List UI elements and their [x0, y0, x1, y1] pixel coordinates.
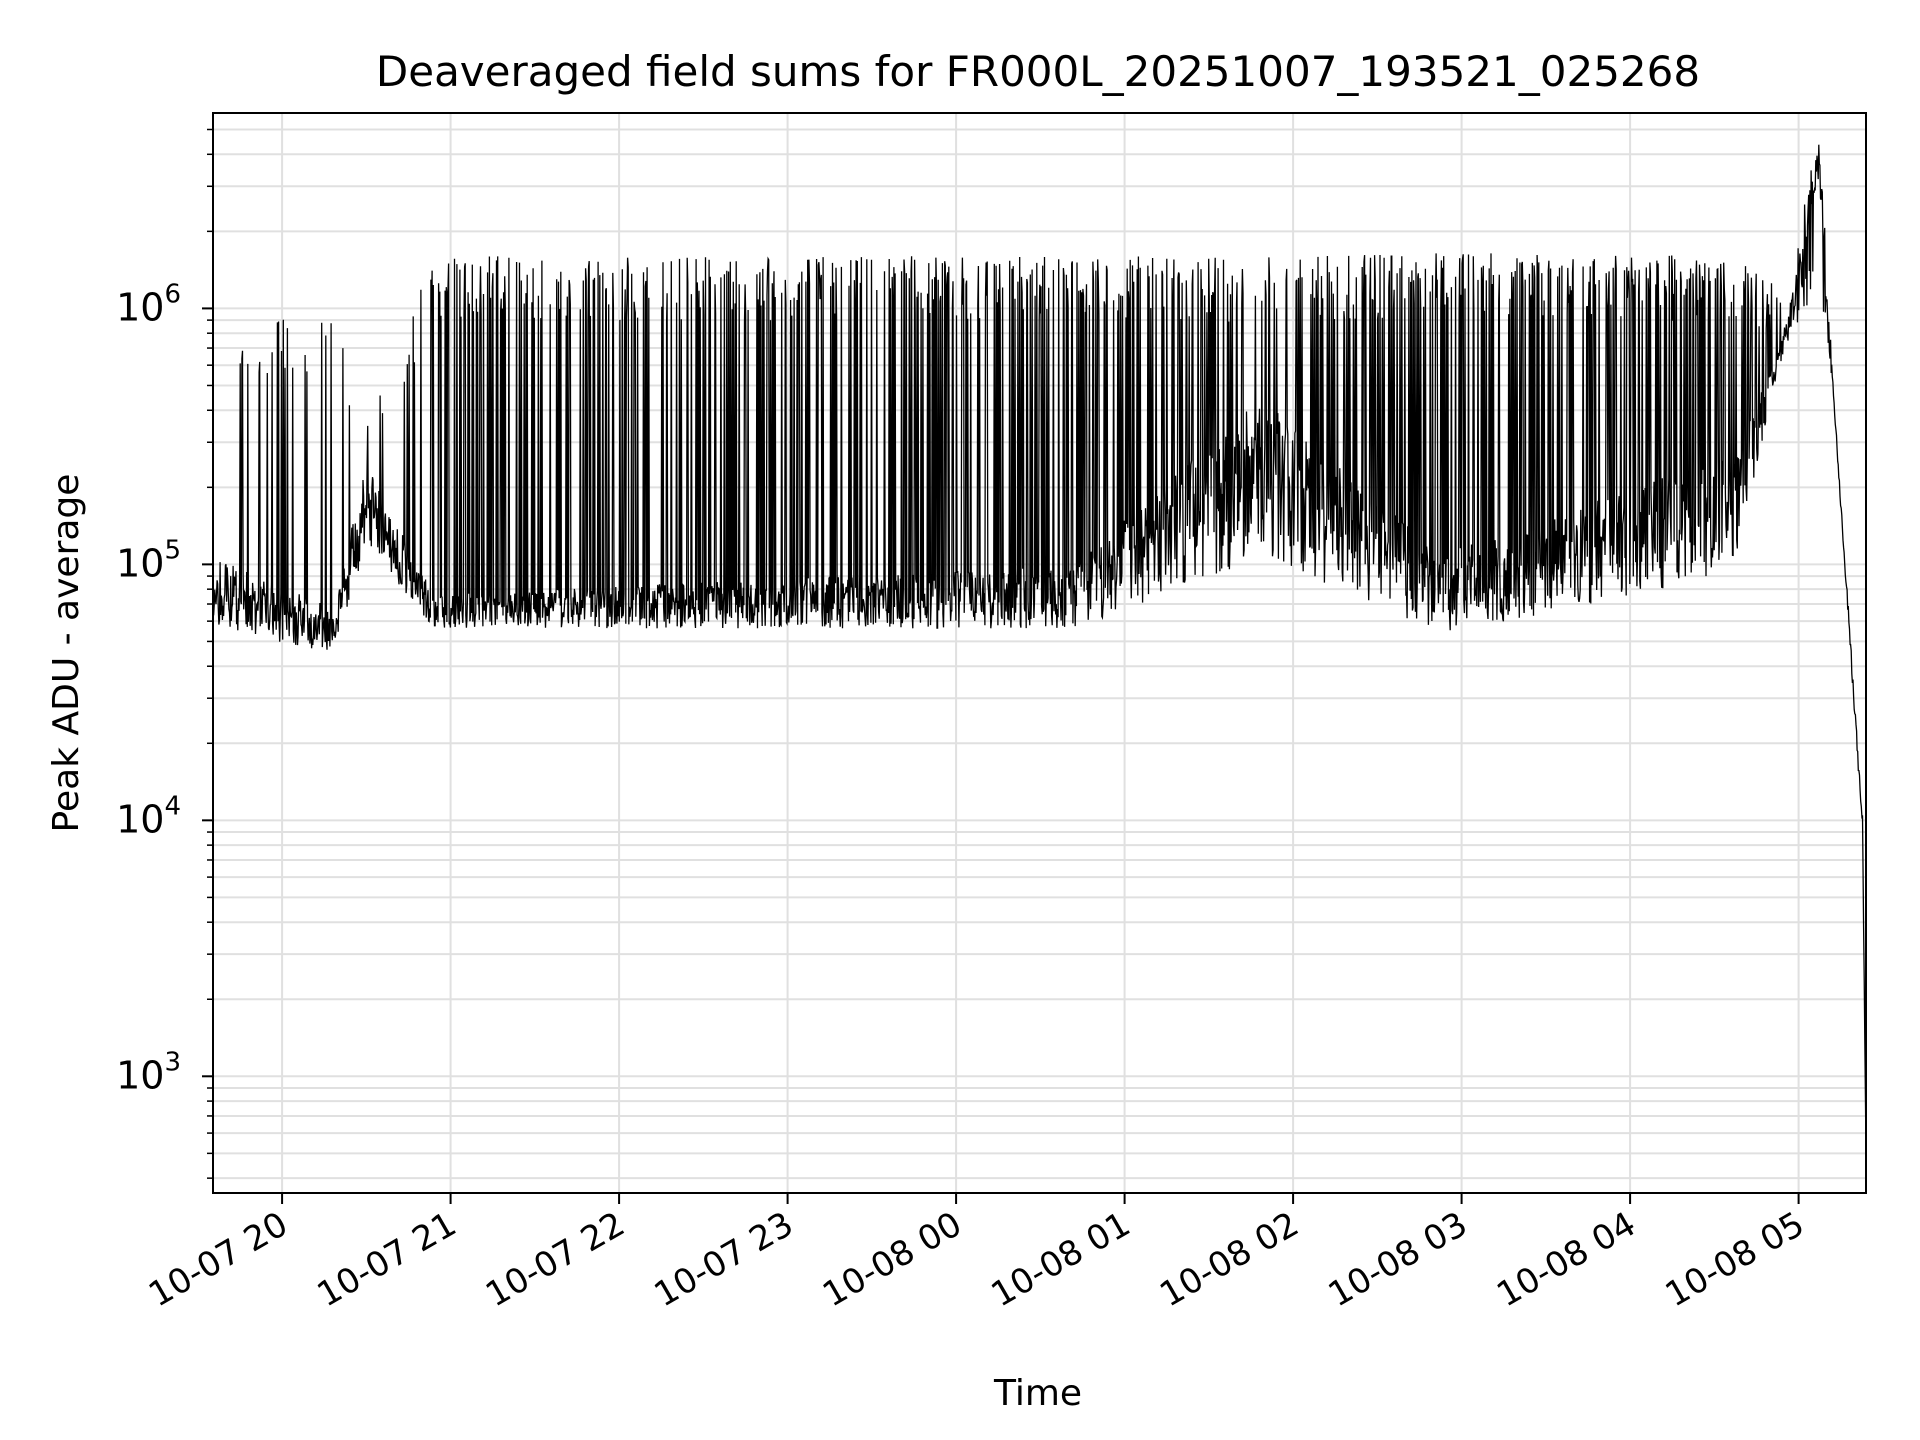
series-group — [213, 144, 1866, 1154]
chart-title: Deaveraged field sums for FR000L_2025100… — [376, 47, 1700, 96]
y-tick-label: 103 — [116, 1047, 181, 1097]
y-axis-label: Peak ADU - average — [46, 474, 87, 833]
x-axis-label: Time — [993, 1373, 1082, 1414]
series-line — [213, 144, 1866, 1154]
plot-frame — [212, 112, 1867, 1194]
